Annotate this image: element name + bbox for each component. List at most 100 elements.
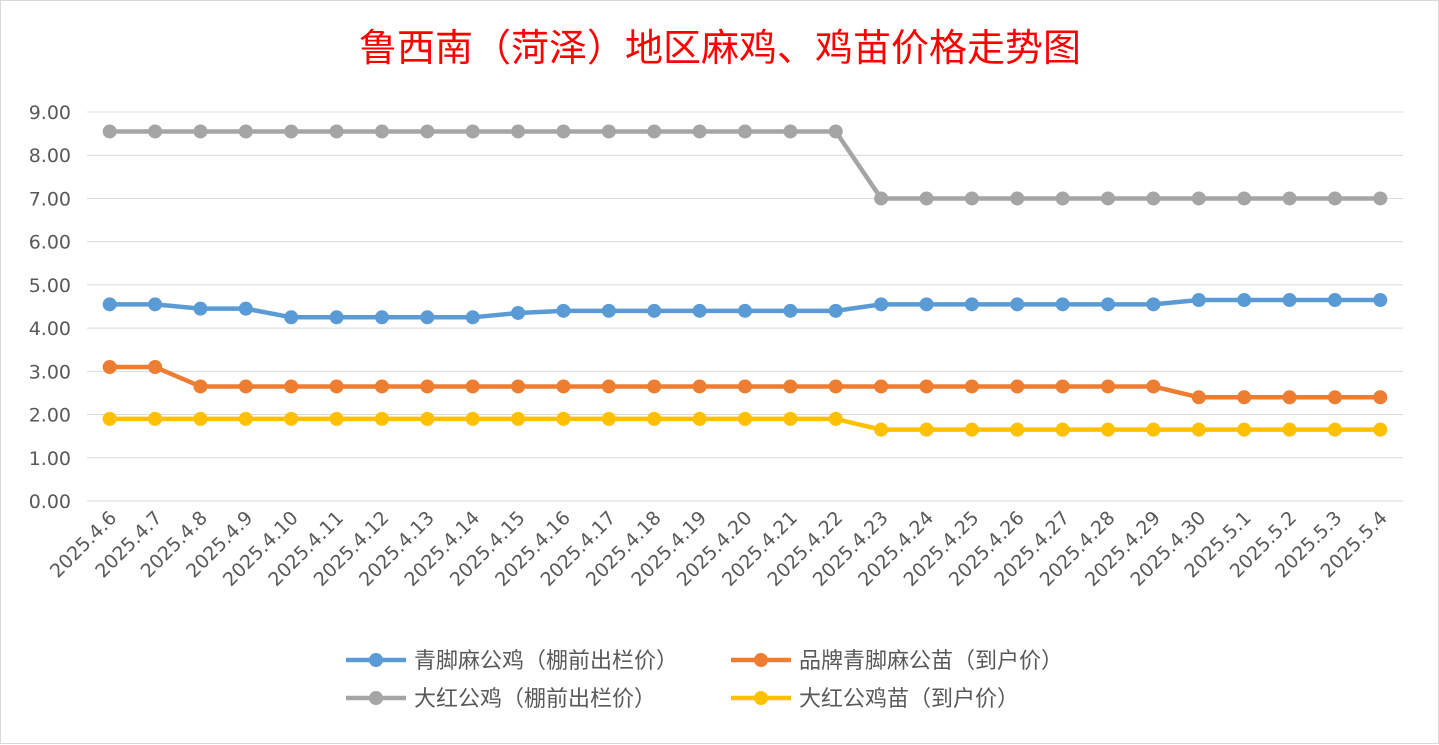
series-group xyxy=(102,124,1388,206)
data-point xyxy=(374,124,389,139)
data-point xyxy=(1327,293,1342,308)
data-point xyxy=(329,310,344,325)
data-point xyxy=(1101,379,1116,394)
data-point xyxy=(964,297,979,312)
data-point xyxy=(284,310,299,325)
data-point xyxy=(1101,297,1116,312)
data-point xyxy=(1237,191,1252,206)
data-point xyxy=(1055,422,1070,437)
data-point xyxy=(919,422,934,437)
y-tick-label: 6.00 xyxy=(29,232,71,254)
data-point xyxy=(465,379,480,394)
data-point xyxy=(783,124,798,139)
data-point xyxy=(1373,422,1388,437)
data-point xyxy=(601,303,616,318)
data-point xyxy=(783,303,798,318)
y-axis: 0.00 1.00 2.00 3.00 4.00 5.00 6.00 7.00 8.00 9.00 xyxy=(29,102,71,513)
data-point xyxy=(828,379,843,394)
legend-entry: 青脚麻公鸡（棚前出栏价） xyxy=(346,649,678,674)
y-tick-label: 9.00 xyxy=(29,102,71,124)
data-point xyxy=(193,411,208,426)
data-point xyxy=(647,124,662,139)
data-point xyxy=(1237,422,1252,437)
data-point xyxy=(964,191,979,206)
data-point xyxy=(238,301,253,316)
data-point xyxy=(1282,293,1297,308)
data-point xyxy=(783,411,798,426)
data-point xyxy=(465,411,480,426)
data-point xyxy=(1146,422,1161,437)
data-point xyxy=(511,124,526,139)
legend-entry: 大红公鸡苗（到户价） xyxy=(731,687,1019,712)
data-point xyxy=(329,411,344,426)
data-point xyxy=(556,411,571,426)
data-point xyxy=(420,411,435,426)
data-point xyxy=(1101,422,1116,437)
data-point xyxy=(738,411,752,426)
data-point xyxy=(828,411,843,426)
data-point xyxy=(102,360,117,375)
data-point xyxy=(783,379,798,394)
data-point xyxy=(919,191,934,206)
y-tick-label: 3.00 xyxy=(29,361,71,383)
y-tick-label: 7.00 xyxy=(29,188,71,210)
data-point xyxy=(828,303,843,318)
data-point xyxy=(1191,422,1206,437)
gridlines xyxy=(87,111,1403,502)
data-point xyxy=(148,411,163,426)
data-point xyxy=(964,422,979,437)
legend-swatch-marker xyxy=(369,691,383,705)
data-point xyxy=(420,379,435,394)
data-point xyxy=(647,303,662,318)
data-point xyxy=(1010,379,1025,394)
data-point xyxy=(148,124,163,139)
data-point xyxy=(964,379,979,394)
data-point xyxy=(1282,422,1297,437)
x-axis: 2025.4.62025.4.72025.4.82025.4.92025.4.1… xyxy=(46,507,1392,591)
data-point xyxy=(1055,379,1070,394)
data-point xyxy=(238,411,253,426)
data-point xyxy=(1010,297,1025,312)
data-point xyxy=(1191,390,1206,405)
data-point xyxy=(1055,191,1070,206)
data-point xyxy=(874,297,889,312)
data-point xyxy=(738,303,752,318)
data-point xyxy=(874,422,889,437)
data-point xyxy=(193,124,208,139)
y-tick-label: 1.00 xyxy=(29,448,71,470)
data-point xyxy=(692,379,707,394)
data-point xyxy=(647,379,662,394)
data-point xyxy=(284,411,299,426)
data-point xyxy=(102,297,117,312)
data-point xyxy=(511,379,526,394)
legend-label: 大红公鸡（棚前出栏价） xyxy=(414,687,656,712)
legend-entry: 大红公鸡（棚前出栏价） xyxy=(346,687,656,712)
data-point xyxy=(102,411,117,426)
y-tick-label: 8.00 xyxy=(29,145,71,167)
legend-swatch-marker xyxy=(369,653,383,667)
data-point xyxy=(1237,293,1252,308)
data-point xyxy=(148,360,163,375)
data-point xyxy=(1282,191,1297,206)
data-point xyxy=(601,379,616,394)
series-group xyxy=(102,360,1388,405)
legend-swatch-marker xyxy=(754,691,768,705)
data-point xyxy=(1191,191,1206,206)
data-point xyxy=(284,379,299,394)
data-point xyxy=(738,124,752,139)
data-point xyxy=(1373,390,1388,405)
data-point xyxy=(1282,390,1297,405)
y-tick-label: 0.00 xyxy=(29,491,71,513)
data-point xyxy=(828,124,843,139)
data-point xyxy=(1010,191,1025,206)
data-point xyxy=(1010,422,1025,437)
data-point xyxy=(465,124,480,139)
data-point xyxy=(1237,390,1252,405)
chart-title: 鲁西南（菏泽）地区麻鸡、鸡苗价格走势图 xyxy=(359,26,1081,70)
data-point xyxy=(374,310,389,325)
data-point xyxy=(329,379,344,394)
data-point xyxy=(1101,191,1116,206)
data-point xyxy=(1146,379,1161,394)
